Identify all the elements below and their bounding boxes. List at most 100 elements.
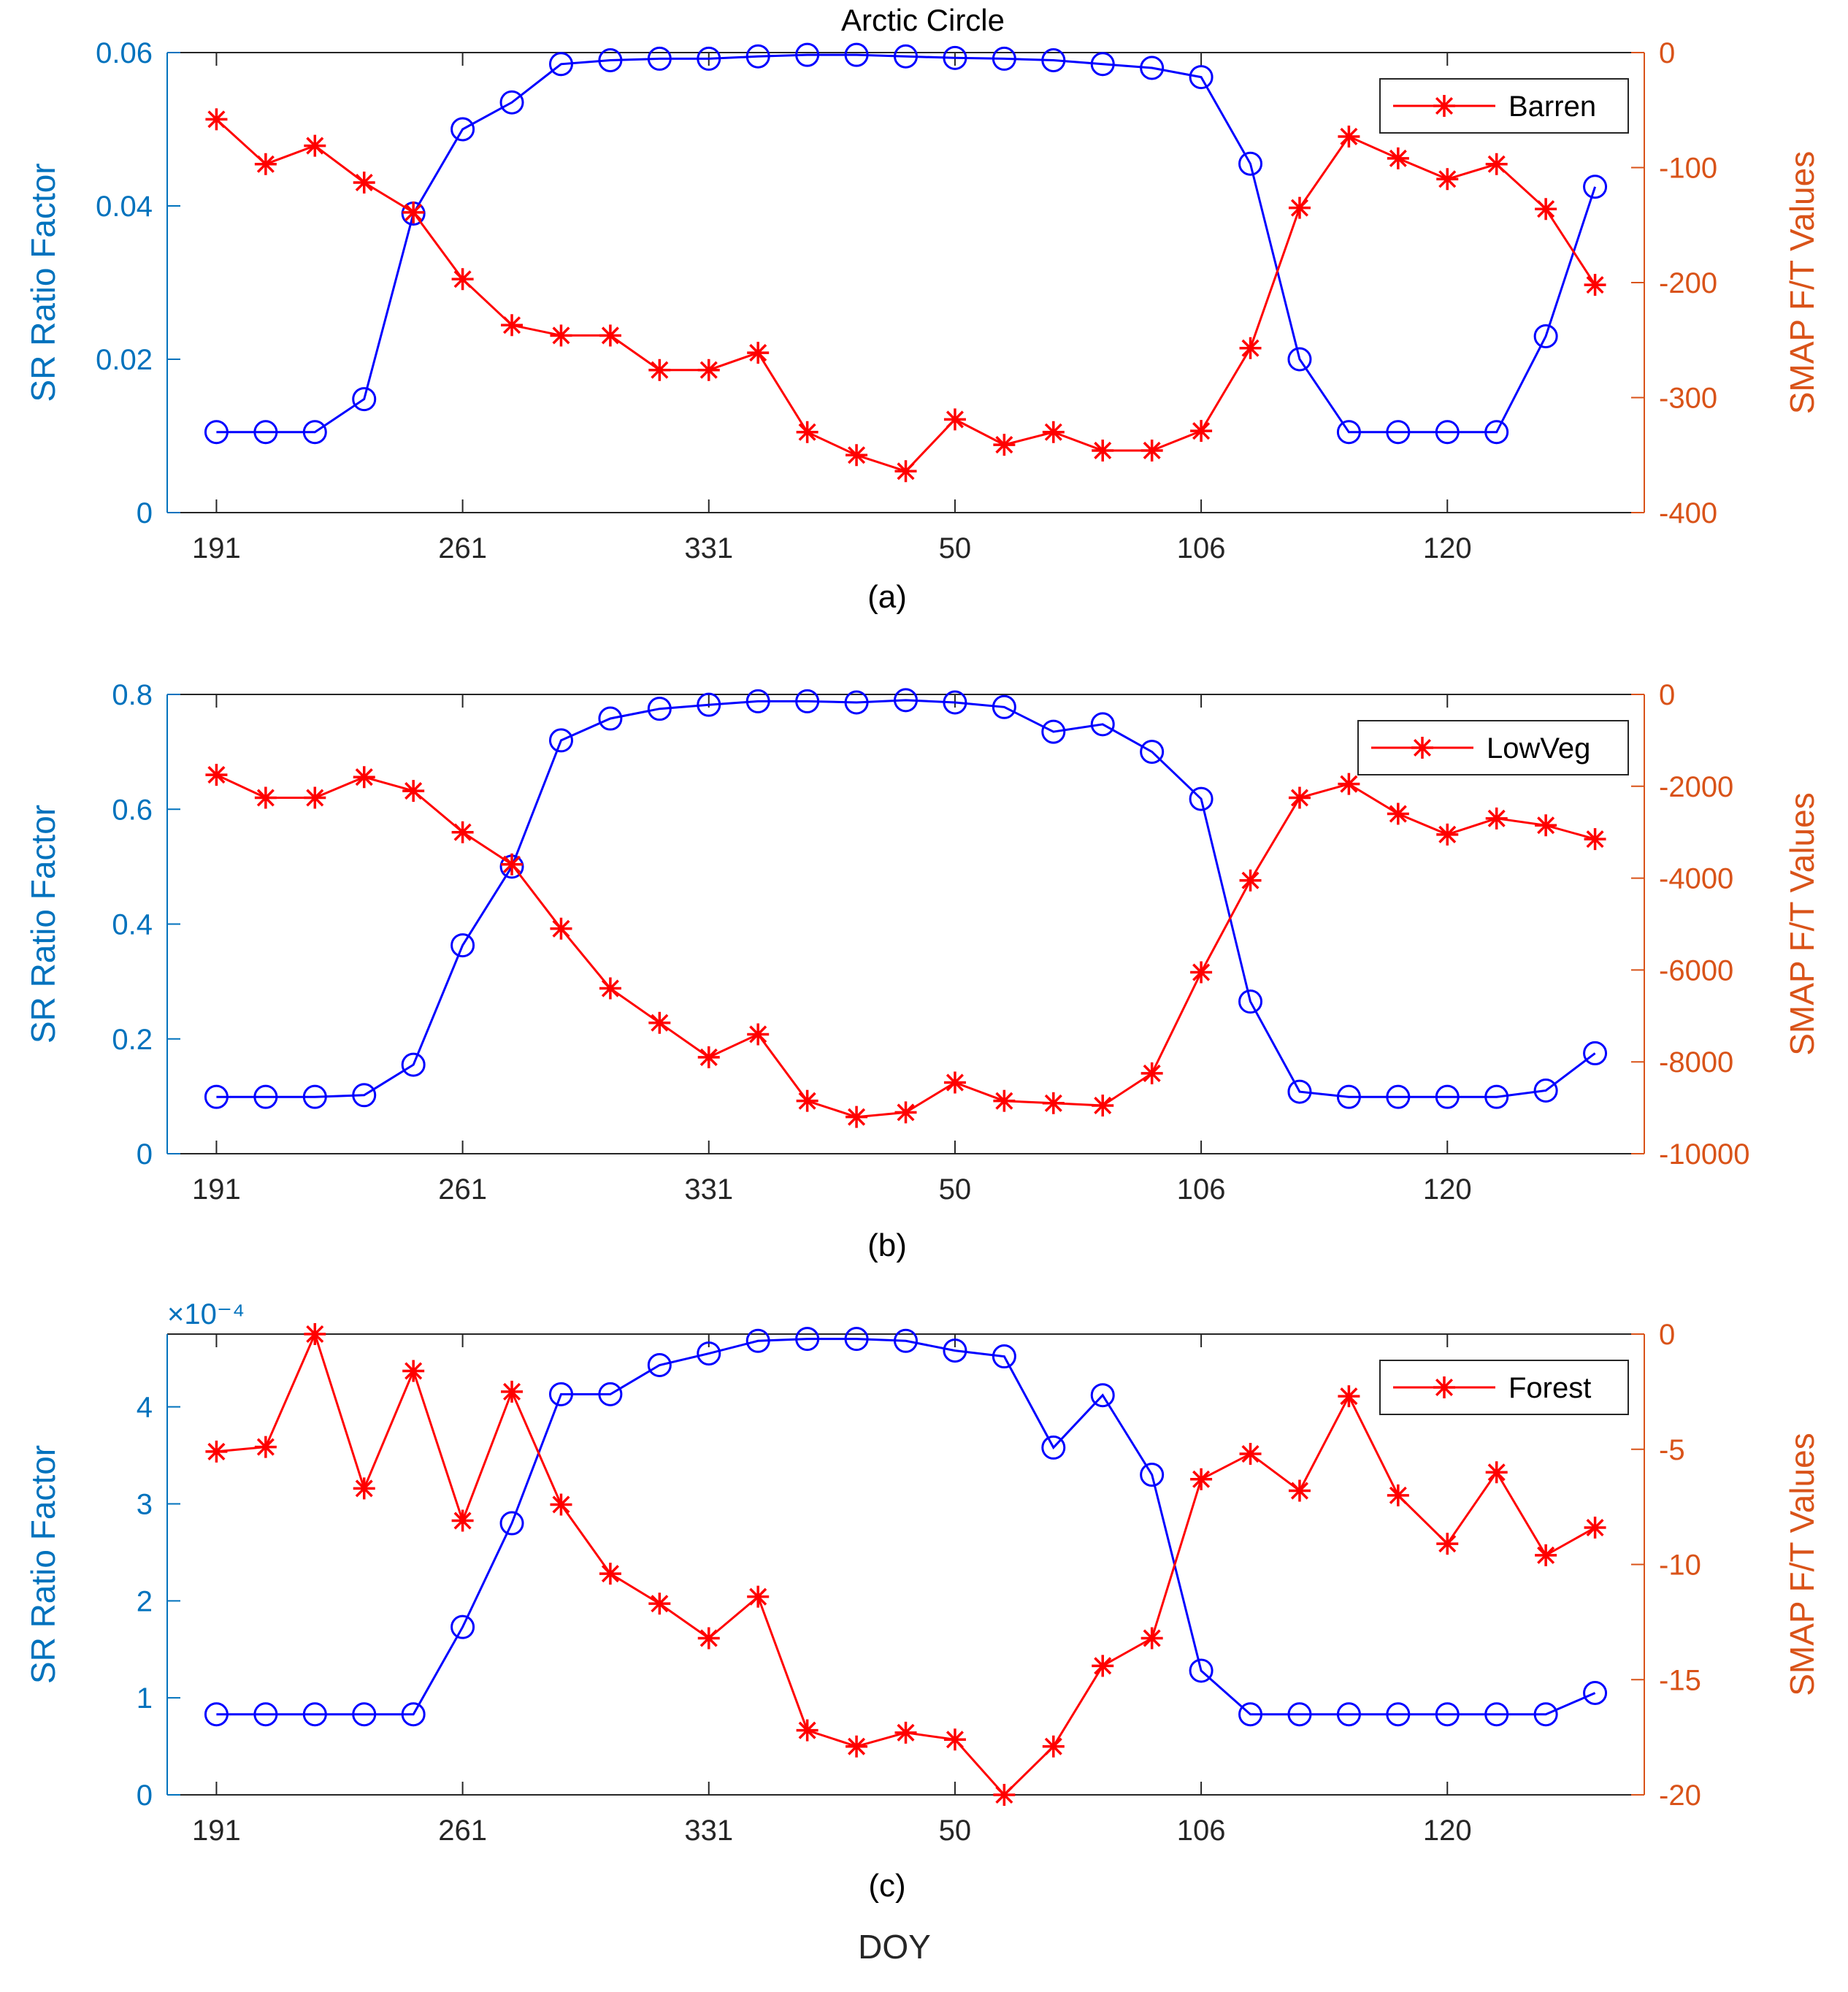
sr-point <box>1386 420 1411 445</box>
sr-point <box>697 692 721 717</box>
panel-a: 191 261 331 50 106 120 0 0.02 0.04 0.06 -400 -300 -2… <box>24 37 1821 615</box>
smap-point <box>304 1323 326 1345</box>
right-y-tick-label: -200 <box>1659 267 1717 299</box>
smap-point <box>1584 274 1606 296</box>
smap-point <box>1239 337 1262 359</box>
sr-point <box>1041 48 1066 72</box>
smap-point <box>451 268 474 291</box>
smap-point <box>747 342 770 364</box>
sr-point <box>451 117 475 142</box>
smap-point <box>1584 1517 1606 1539</box>
sr-point <box>499 1511 524 1536</box>
smap-point <box>254 1436 277 1458</box>
smap-point <box>1190 1468 1213 1490</box>
x-tick-label: 331 <box>684 1815 733 1847</box>
sr-point <box>1189 1658 1214 1683</box>
sr-point <box>1041 719 1066 744</box>
smap-point <box>353 171 375 194</box>
x-tick-label: 50 <box>939 532 972 564</box>
smap-point <box>550 917 572 940</box>
sr-point <box>795 1327 820 1352</box>
left-y-tick-label: 0 <box>137 497 153 529</box>
x-tick-label: 106 <box>1177 1173 1226 1206</box>
right-y-tick-label: -10 <box>1659 1549 1701 1582</box>
x-tick-label: 50 <box>939 1173 972 1206</box>
smap-point <box>1485 1461 1508 1484</box>
right-y-tick-label: -100 <box>1659 153 1717 185</box>
sr-line <box>216 1338 1596 1716</box>
smap-point <box>1338 773 1360 795</box>
smap-point <box>1190 420 1213 443</box>
smap-point <box>402 780 425 802</box>
right-y-tick-label: -6000 <box>1659 954 1733 987</box>
sr-line <box>216 53 1597 434</box>
smap-point <box>894 1721 917 1744</box>
smap-point <box>648 1011 671 1034</box>
smap-point <box>697 1627 720 1650</box>
smap-point <box>254 153 277 175</box>
x-tick-label: 106 <box>1177 1815 1226 1847</box>
smap-point <box>894 460 917 483</box>
sr-point <box>795 689 820 713</box>
legend-label: Forest <box>1508 1372 1591 1404</box>
sr-point <box>943 45 967 70</box>
right-y-tick-label: -4000 <box>1659 863 1733 895</box>
left-y-tick-label: 0.02 <box>96 344 153 376</box>
smap-point <box>451 1509 474 1532</box>
left-y-tick-label: 2 <box>137 1585 153 1617</box>
smap-point <box>1584 828 1606 851</box>
sr-point <box>451 1614 475 1639</box>
smap-point <box>501 853 524 876</box>
smap-point <box>894 1101 917 1124</box>
smap-point <box>993 434 1016 456</box>
sr-point <box>1484 1084 1509 1109</box>
sr-point <box>697 1341 721 1366</box>
right-y-tick-label: -2000 <box>1659 771 1733 803</box>
smap-point <box>254 786 277 809</box>
sr-point <box>598 706 623 731</box>
sr-point <box>1484 420 1509 445</box>
left-y-tick-label: 0.4 <box>112 909 153 941</box>
smap-point <box>943 1728 966 1751</box>
left-y-tick-label: 1 <box>137 1682 153 1715</box>
sr-point <box>352 387 377 412</box>
smap-point <box>1092 439 1114 461</box>
panel-b: 191 261 331 50 106 120 0 0.2 0.4 0.6 0.8 -10000 -800… <box>24 679 1821 1263</box>
smap-point <box>550 324 572 347</box>
sr-point <box>795 42 820 67</box>
legend: LowVeg <box>1357 720 1629 775</box>
sr-point <box>697 46 721 71</box>
sr-point <box>844 1327 869 1352</box>
smap-point <box>747 1023 770 1046</box>
smap-point <box>1288 1479 1311 1502</box>
sr-point <box>1336 420 1361 445</box>
smap-point <box>1535 1544 1557 1566</box>
smap-point <box>943 1071 966 1094</box>
right-y-tick-label: 0 <box>1659 37 1675 69</box>
smap-point <box>1535 814 1557 837</box>
sr-point <box>253 1702 278 1727</box>
smap-point <box>1140 1062 1163 1084</box>
right-y-tick-label: 0 <box>1659 1319 1675 1351</box>
sr-point <box>548 52 573 77</box>
smap-point <box>1239 869 1262 892</box>
sr-point <box>844 690 869 715</box>
smap-point <box>1535 198 1557 221</box>
x-tick-label: 191 <box>192 532 241 564</box>
left-y-tick-label: 0.6 <box>112 794 153 826</box>
left-y-tick-label: 0.8 <box>112 679 153 711</box>
sr-point <box>253 420 278 445</box>
x-tick-label: 331 <box>684 532 733 564</box>
sr-point <box>548 1382 573 1406</box>
sr-point <box>352 1083 377 1108</box>
smap-point <box>205 108 228 131</box>
smap-point <box>846 1106 868 1128</box>
smap-point <box>1042 421 1065 443</box>
right-y-tick-label: -20 <box>1659 1780 1701 1812</box>
smap-point <box>1092 1094 1114 1116</box>
sr-point <box>894 688 918 713</box>
smap-point <box>353 766 375 789</box>
exponent-label: ×10⁻⁴ <box>167 1298 245 1330</box>
left-y-tick-label: 4 <box>137 1392 153 1424</box>
